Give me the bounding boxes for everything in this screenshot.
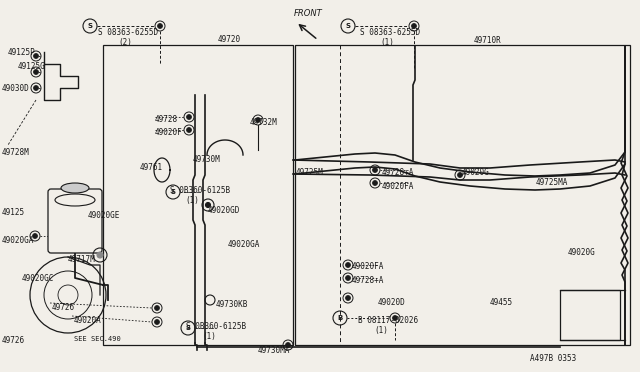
Circle shape bbox=[346, 276, 351, 280]
Circle shape bbox=[33, 86, 38, 90]
Ellipse shape bbox=[55, 194, 95, 206]
Text: (1): (1) bbox=[380, 38, 394, 47]
Text: A497B 0353: A497B 0353 bbox=[530, 354, 576, 363]
Text: S 0B360-6125B: S 0B360-6125B bbox=[186, 322, 246, 331]
Bar bbox=[295, 45, 630, 345]
Text: 49728+A: 49728+A bbox=[382, 168, 414, 177]
Circle shape bbox=[205, 202, 211, 208]
Text: 49020G: 49020G bbox=[462, 168, 490, 177]
Text: 49761: 49761 bbox=[140, 163, 163, 172]
Text: 49455: 49455 bbox=[490, 298, 513, 307]
Ellipse shape bbox=[61, 183, 89, 193]
Text: S: S bbox=[88, 23, 93, 29]
Text: 49725M: 49725M bbox=[296, 168, 324, 177]
Text: 49125: 49125 bbox=[2, 208, 25, 217]
Text: S 08363-6255D: S 08363-6255D bbox=[360, 28, 420, 37]
Text: 49020G: 49020G bbox=[568, 248, 596, 257]
Circle shape bbox=[154, 320, 159, 324]
Text: S 0B360-6125B: S 0B360-6125B bbox=[170, 186, 230, 195]
Text: (1): (1) bbox=[202, 332, 216, 341]
Text: (1): (1) bbox=[185, 196, 199, 205]
Text: 49710R: 49710R bbox=[474, 36, 502, 45]
FancyBboxPatch shape bbox=[48, 189, 102, 253]
Text: B: B bbox=[337, 315, 342, 321]
Text: 49730M: 49730M bbox=[193, 155, 221, 164]
Circle shape bbox=[412, 23, 417, 29]
Text: 49732M: 49732M bbox=[250, 118, 278, 127]
Text: 49020FA: 49020FA bbox=[382, 182, 414, 191]
Text: 49125P: 49125P bbox=[8, 48, 36, 57]
Text: 49020D: 49020D bbox=[378, 298, 406, 307]
Text: 49020FA: 49020FA bbox=[352, 262, 385, 271]
Circle shape bbox=[372, 167, 378, 173]
Circle shape bbox=[372, 180, 378, 186]
Text: 49020GE: 49020GE bbox=[88, 211, 120, 220]
Text: S: S bbox=[346, 23, 351, 29]
Circle shape bbox=[255, 118, 260, 122]
Text: 49030D: 49030D bbox=[2, 84, 29, 93]
Circle shape bbox=[157, 23, 163, 29]
Text: S 08363-6255D: S 08363-6255D bbox=[98, 28, 158, 37]
Text: 49730MA: 49730MA bbox=[258, 346, 291, 355]
Text: 49717M: 49717M bbox=[68, 255, 96, 264]
Text: 49725MA: 49725MA bbox=[536, 178, 568, 187]
Circle shape bbox=[33, 70, 38, 74]
Text: 49020GA: 49020GA bbox=[2, 236, 35, 245]
Text: 49726: 49726 bbox=[2, 336, 25, 345]
Bar bbox=[560, 290, 620, 340]
Text: B 08117-02026: B 08117-02026 bbox=[358, 316, 418, 325]
Text: SEE SEC.490: SEE SEC.490 bbox=[74, 336, 121, 342]
Circle shape bbox=[186, 115, 191, 119]
Text: 49020GA: 49020GA bbox=[228, 240, 260, 249]
Text: 49726: 49726 bbox=[52, 303, 75, 312]
Text: S: S bbox=[170, 189, 175, 195]
Circle shape bbox=[33, 234, 38, 238]
Circle shape bbox=[392, 315, 397, 321]
Text: (1): (1) bbox=[374, 326, 388, 335]
Bar bbox=[103, 45, 293, 345]
Text: S: S bbox=[186, 325, 191, 331]
Text: 49020F: 49020F bbox=[155, 128, 183, 137]
Text: 49020A: 49020A bbox=[74, 316, 102, 325]
Circle shape bbox=[154, 305, 159, 311]
Text: (2): (2) bbox=[118, 38, 132, 47]
Text: 49728M: 49728M bbox=[2, 148, 29, 157]
Circle shape bbox=[346, 263, 351, 267]
Circle shape bbox=[458, 173, 463, 177]
Text: 49728: 49728 bbox=[155, 115, 178, 124]
Circle shape bbox=[346, 295, 351, 301]
Circle shape bbox=[285, 343, 291, 347]
Circle shape bbox=[97, 252, 103, 258]
Text: 49020GD: 49020GD bbox=[208, 206, 241, 215]
Circle shape bbox=[33, 54, 38, 58]
Text: FRONT: FRONT bbox=[294, 9, 323, 18]
Text: 49720: 49720 bbox=[218, 35, 241, 44]
Text: 49730KB: 49730KB bbox=[216, 300, 248, 309]
Text: 49125G: 49125G bbox=[18, 62, 45, 71]
Text: 49020GC: 49020GC bbox=[22, 274, 54, 283]
Circle shape bbox=[186, 128, 191, 132]
Text: 49728+A: 49728+A bbox=[352, 276, 385, 285]
